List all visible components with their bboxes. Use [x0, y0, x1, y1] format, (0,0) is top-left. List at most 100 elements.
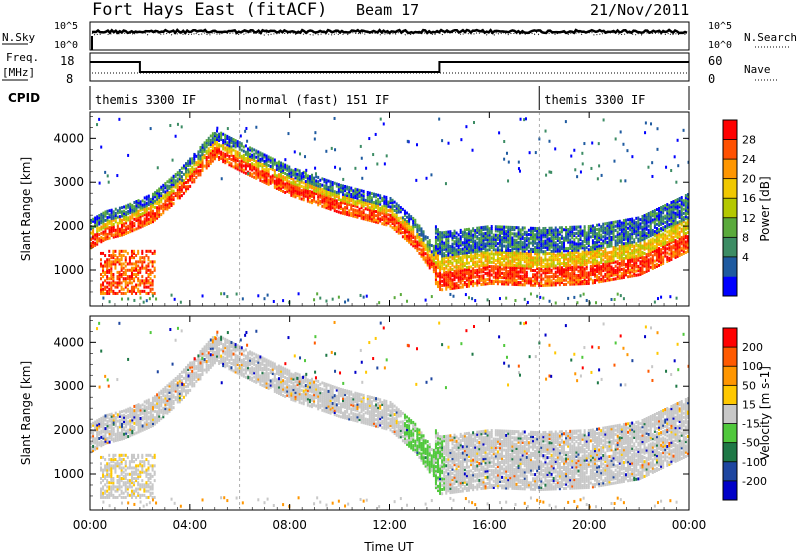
power-cell: [300, 176, 303, 180]
power-cell: [125, 204, 128, 208]
power-cell: [686, 195, 689, 199]
power-cell: [635, 233, 638, 237]
power-cell: [519, 262, 522, 266]
power-cell: [478, 260, 481, 264]
power-cell: [602, 250, 605, 254]
power-cell: [643, 251, 646, 255]
power-cell: [292, 181, 295, 185]
power-cell: [546, 243, 549, 247]
power-cell: [618, 223, 621, 227]
power-cell: [476, 254, 479, 258]
power-cell: [676, 202, 679, 206]
power-cell: [501, 261, 504, 265]
power-cell: [532, 264, 535, 268]
power-cell: [614, 254, 617, 258]
power-cell: [463, 236, 466, 240]
power-cell: [629, 243, 632, 247]
power-cell: [616, 268, 619, 272]
power-cell: [542, 250, 545, 254]
power-cell: [395, 204, 398, 208]
power-cell: [220, 137, 223, 141]
power-cell: [265, 154, 268, 158]
power-cell: [257, 160, 260, 164]
power-cell: [647, 218, 650, 222]
power-cell: [453, 242, 456, 246]
power-cell: [110, 212, 113, 216]
power-cell: [519, 228, 522, 232]
power-cell: [498, 280, 501, 284]
power-cell: [130, 287, 133, 291]
cpid-segment-label: themis 3300 IF: [544, 93, 645, 107]
power-cell: [519, 260, 522, 264]
power-cell: [548, 262, 551, 266]
power-cell: [635, 273, 638, 277]
power-cell: [583, 248, 586, 252]
power-cell: [484, 238, 487, 242]
power-cell: [102, 220, 105, 224]
power-cell: [242, 170, 245, 174]
power-cell: [565, 253, 568, 257]
power-cell: [220, 150, 223, 154]
power-cell: [558, 283, 561, 287]
power-cell: [364, 203, 367, 207]
power-cell: [414, 235, 417, 239]
power-cell: [185, 170, 188, 174]
power-cell: [350, 203, 353, 207]
power-cell: [662, 217, 665, 221]
power-cell: [112, 281, 115, 285]
power-cell: [271, 180, 274, 184]
power-cell: [662, 242, 665, 246]
power-cell: [269, 177, 272, 181]
power-cell: [593, 278, 596, 282]
power-cell: [664, 229, 667, 233]
power-cell: [100, 231, 103, 235]
power-cell: [195, 167, 198, 171]
power-cell: [128, 275, 131, 279]
power-cell: [558, 270, 561, 274]
power-cell: [308, 194, 311, 198]
power-cell: [631, 251, 634, 255]
power-cell: [467, 244, 470, 248]
power-cell: [418, 241, 421, 245]
power-cell: [616, 270, 619, 274]
power-cell: [401, 226, 404, 230]
power-cell: [503, 282, 506, 286]
power-cell: [205, 155, 208, 159]
power-cell: [178, 173, 181, 177]
power-cell: [439, 237, 442, 241]
power-cell: [238, 168, 241, 172]
power-cell: [527, 251, 530, 255]
power-cell: [662, 247, 665, 251]
power-cell: [282, 162, 285, 166]
power-cell: [275, 165, 278, 169]
power-cell: [406, 224, 409, 228]
power-cell: [331, 185, 334, 189]
power-cell: [589, 245, 592, 249]
power-cell: [525, 262, 528, 266]
power-cell: [356, 196, 359, 200]
power-cell: [112, 291, 115, 295]
power-cell: [147, 207, 150, 211]
power-cell: [128, 258, 131, 262]
power-cell: [474, 243, 477, 247]
power-cell: [596, 238, 599, 242]
power-cell: [463, 251, 466, 255]
power-cell: [122, 272, 125, 276]
power-cell: [102, 224, 105, 228]
power-cell: [99, 285, 102, 289]
power-cell: [610, 223, 613, 227]
power-cell: [484, 225, 487, 229]
power-cell: [445, 237, 448, 241]
power-cell: [542, 233, 545, 237]
power-cell: [120, 291, 123, 295]
power-cell: [496, 275, 499, 279]
power-cell: [581, 273, 584, 277]
power-cell: [447, 232, 450, 236]
power-cell: [505, 238, 508, 242]
power-cell: [344, 206, 347, 210]
power-cell: [503, 225, 506, 229]
power-cell: [608, 242, 611, 246]
power-cell: [106, 220, 109, 224]
power-cell: [596, 278, 599, 282]
power-cell: [670, 257, 673, 261]
